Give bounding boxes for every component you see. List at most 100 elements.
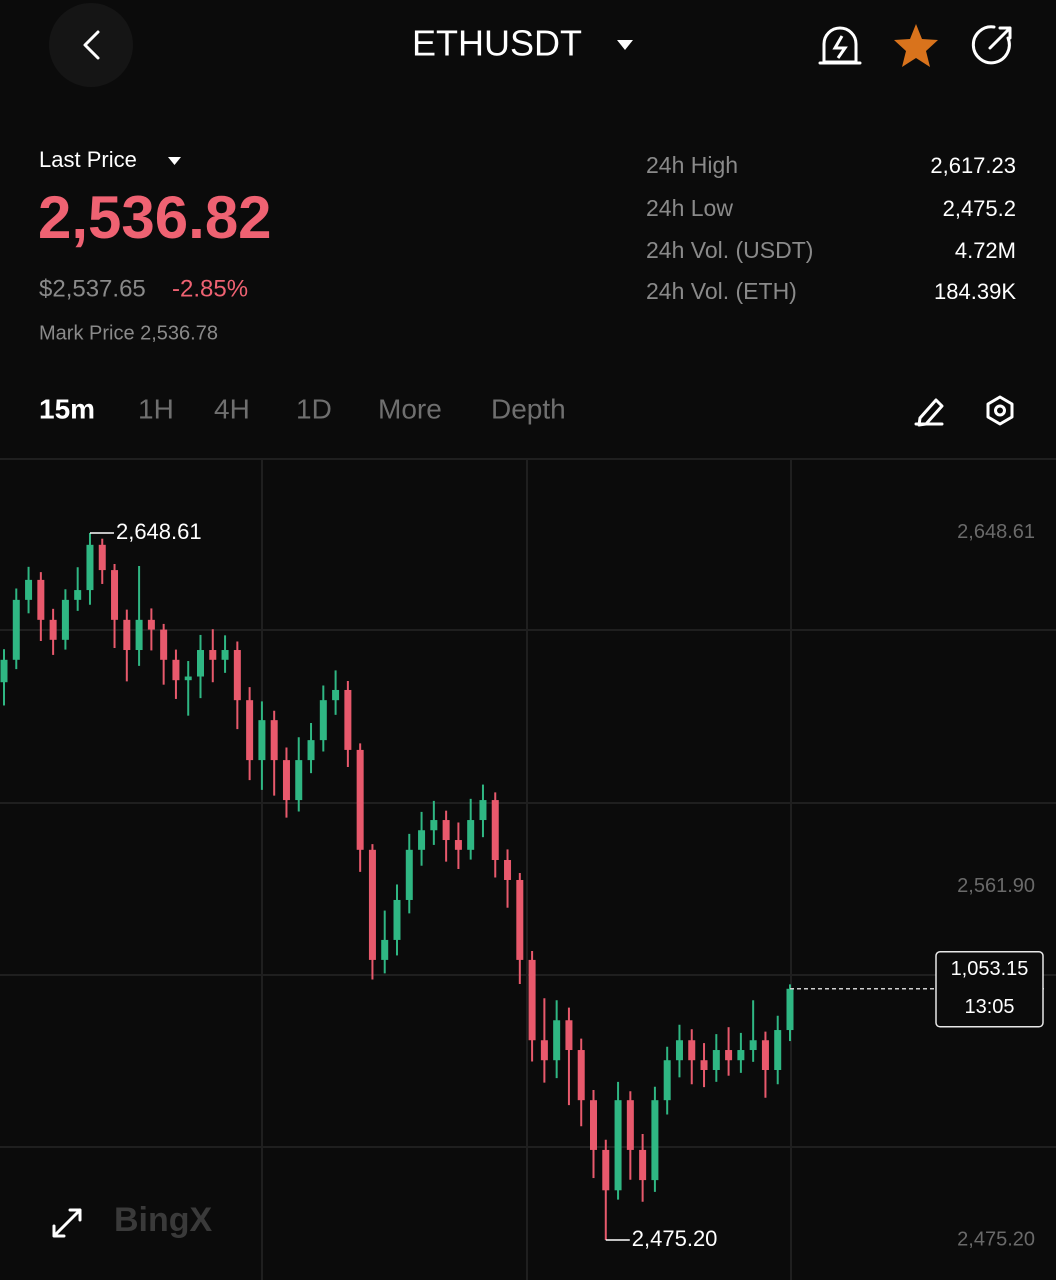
candle-body — [295, 760, 303, 801]
candle-body — [0, 659, 8, 683]
candle-body — [504, 860, 512, 880]
candle-body — [160, 629, 168, 660]
candle-body — [626, 1100, 634, 1150]
settings-icon[interactable] — [986, 395, 1014, 426]
candle-body — [774, 1030, 782, 1071]
candle-body — [430, 820, 438, 831]
stat-label: 24h Low — [646, 195, 733, 221]
candle-body — [737, 1050, 745, 1061]
candle-body — [246, 700, 254, 761]
candle-body — [319, 700, 327, 741]
candle-body — [540, 1040, 548, 1061]
plot: 2,648.61 2,561.90 2,475.20 2,648.61 2,475.20… — [0, 519, 1044, 1251]
mark-price: Mark Price 2,536.78 — [39, 322, 218, 344]
interval-tab[interactable]: 1H — [138, 393, 174, 424]
candle-body — [467, 820, 475, 850]
interval-tab[interactable]: 1D — [296, 393, 332, 424]
candle-body — [147, 619, 155, 630]
candle-body — [749, 1040, 757, 1051]
y-tick-label: 2,475.20 — [957, 1228, 1035, 1250]
chart-grid — [0, 460, 1056, 1280]
last-price-box — [935, 951, 1044, 1028]
candle-body — [725, 1050, 733, 1061]
candle-body — [123, 619, 131, 651]
candle-body — [12, 599, 20, 660]
fullscreen-icon[interactable] — [52, 1208, 82, 1238]
last-price-dropdown[interactable] — [168, 157, 181, 165]
last-price-label[interactable]: Last Price — [39, 147, 137, 172]
y-tick-label: 2,648.61 — [957, 521, 1035, 543]
candle-body — [332, 689, 340, 701]
candle-body — [602, 1149, 610, 1191]
candle-body — [528, 959, 536, 1041]
candle-body — [786, 988, 794, 1031]
candle-body — [98, 544, 106, 571]
candle-body — [25, 579, 33, 600]
price-change: -2.85% — [172, 275, 248, 302]
candle-body — [61, 599, 69, 640]
y-tick-label: 2,561.90 — [957, 875, 1035, 897]
stat-label: 24h High — [646, 152, 738, 178]
stat-value: 2,617.23 — [930, 153, 1016, 178]
candle-body — [172, 659, 180, 681]
back-icon — [83, 30, 100, 60]
share-icon[interactable] — [971, 25, 1012, 65]
candle-body — [442, 820, 450, 841]
candle-body — [368, 849, 376, 960]
stat-label: 24h Vol. (USDT) — [646, 237, 813, 263]
stat-value: 2,475.2 — [943, 196, 1016, 221]
usd-price: $2,537.65 — [39, 275, 146, 302]
candle-body — [651, 1100, 659, 1181]
stat-value: 4.72M — [955, 238, 1016, 263]
candle-body — [111, 570, 119, 620]
candle-body — [614, 1100, 622, 1191]
interval-tabs: 15m 1H 4H 1D More Depth — [39, 393, 566, 424]
last-price: 2,536.82 — [38, 184, 272, 251]
candle-body — [590, 1100, 597, 1150]
max-label: 2,648.61 — [116, 519, 202, 544]
favorite-star[interactable] — [894, 24, 938, 67]
last-box-time: 13:05 — [964, 996, 1014, 1018]
candle-body — [405, 849, 413, 900]
candle-body — [700, 1060, 708, 1071]
candle-body — [37, 579, 45, 620]
candle-body — [516, 879, 524, 960]
watermark: BingX — [114, 1201, 213, 1239]
interval-tab[interactable]: More — [378, 393, 442, 424]
candle-body — [639, 1149, 647, 1181]
candle-body — [577, 1050, 585, 1101]
candle-body — [688, 1040, 696, 1061]
min-label: 2,475.20 — [632, 1226, 718, 1251]
candle-body — [454, 840, 462, 850]
candle-body — [282, 760, 290, 801]
candle-body — [270, 720, 278, 761]
draw-icon[interactable] — [914, 398, 944, 427]
candle-body — [258, 720, 266, 761]
candle-body — [393, 899, 401, 940]
stat-label: 24h Vol. (ETH) — [646, 278, 797, 304]
candle-body — [663, 1060, 671, 1101]
candle-body — [307, 740, 315, 761]
pair-dropdown[interactable] — [617, 40, 633, 50]
candle-body — [74, 590, 82, 600]
candle-body — [491, 800, 499, 861]
candle-body — [418, 830, 426, 850]
candle-body — [49, 619, 57, 640]
candle-body — [675, 1040, 683, 1061]
interval-tab[interactable]: 4H — [214, 393, 250, 424]
last-box-value: 1,053.15 — [951, 958, 1029, 980]
candle-body — [209, 650, 217, 660]
candle-body — [197, 650, 204, 677]
interval-tab[interactable]: 15m — [39, 393, 95, 424]
candle-body — [135, 619, 143, 651]
candle-body — [184, 676, 192, 681]
candle-body — [381, 939, 389, 960]
pair-title[interactable]: ETHUSDT — [412, 23, 582, 64]
alert-icon[interactable] — [818, 26, 862, 65]
candle-body — [221, 650, 229, 660]
stats: 24h High 2,617.23 24h Low 2,475.2 24h Vol. (… — [646, 152, 1016, 304]
interval-tab[interactable]: Depth — [491, 393, 566, 424]
back-button[interactable] — [49, 3, 133, 87]
